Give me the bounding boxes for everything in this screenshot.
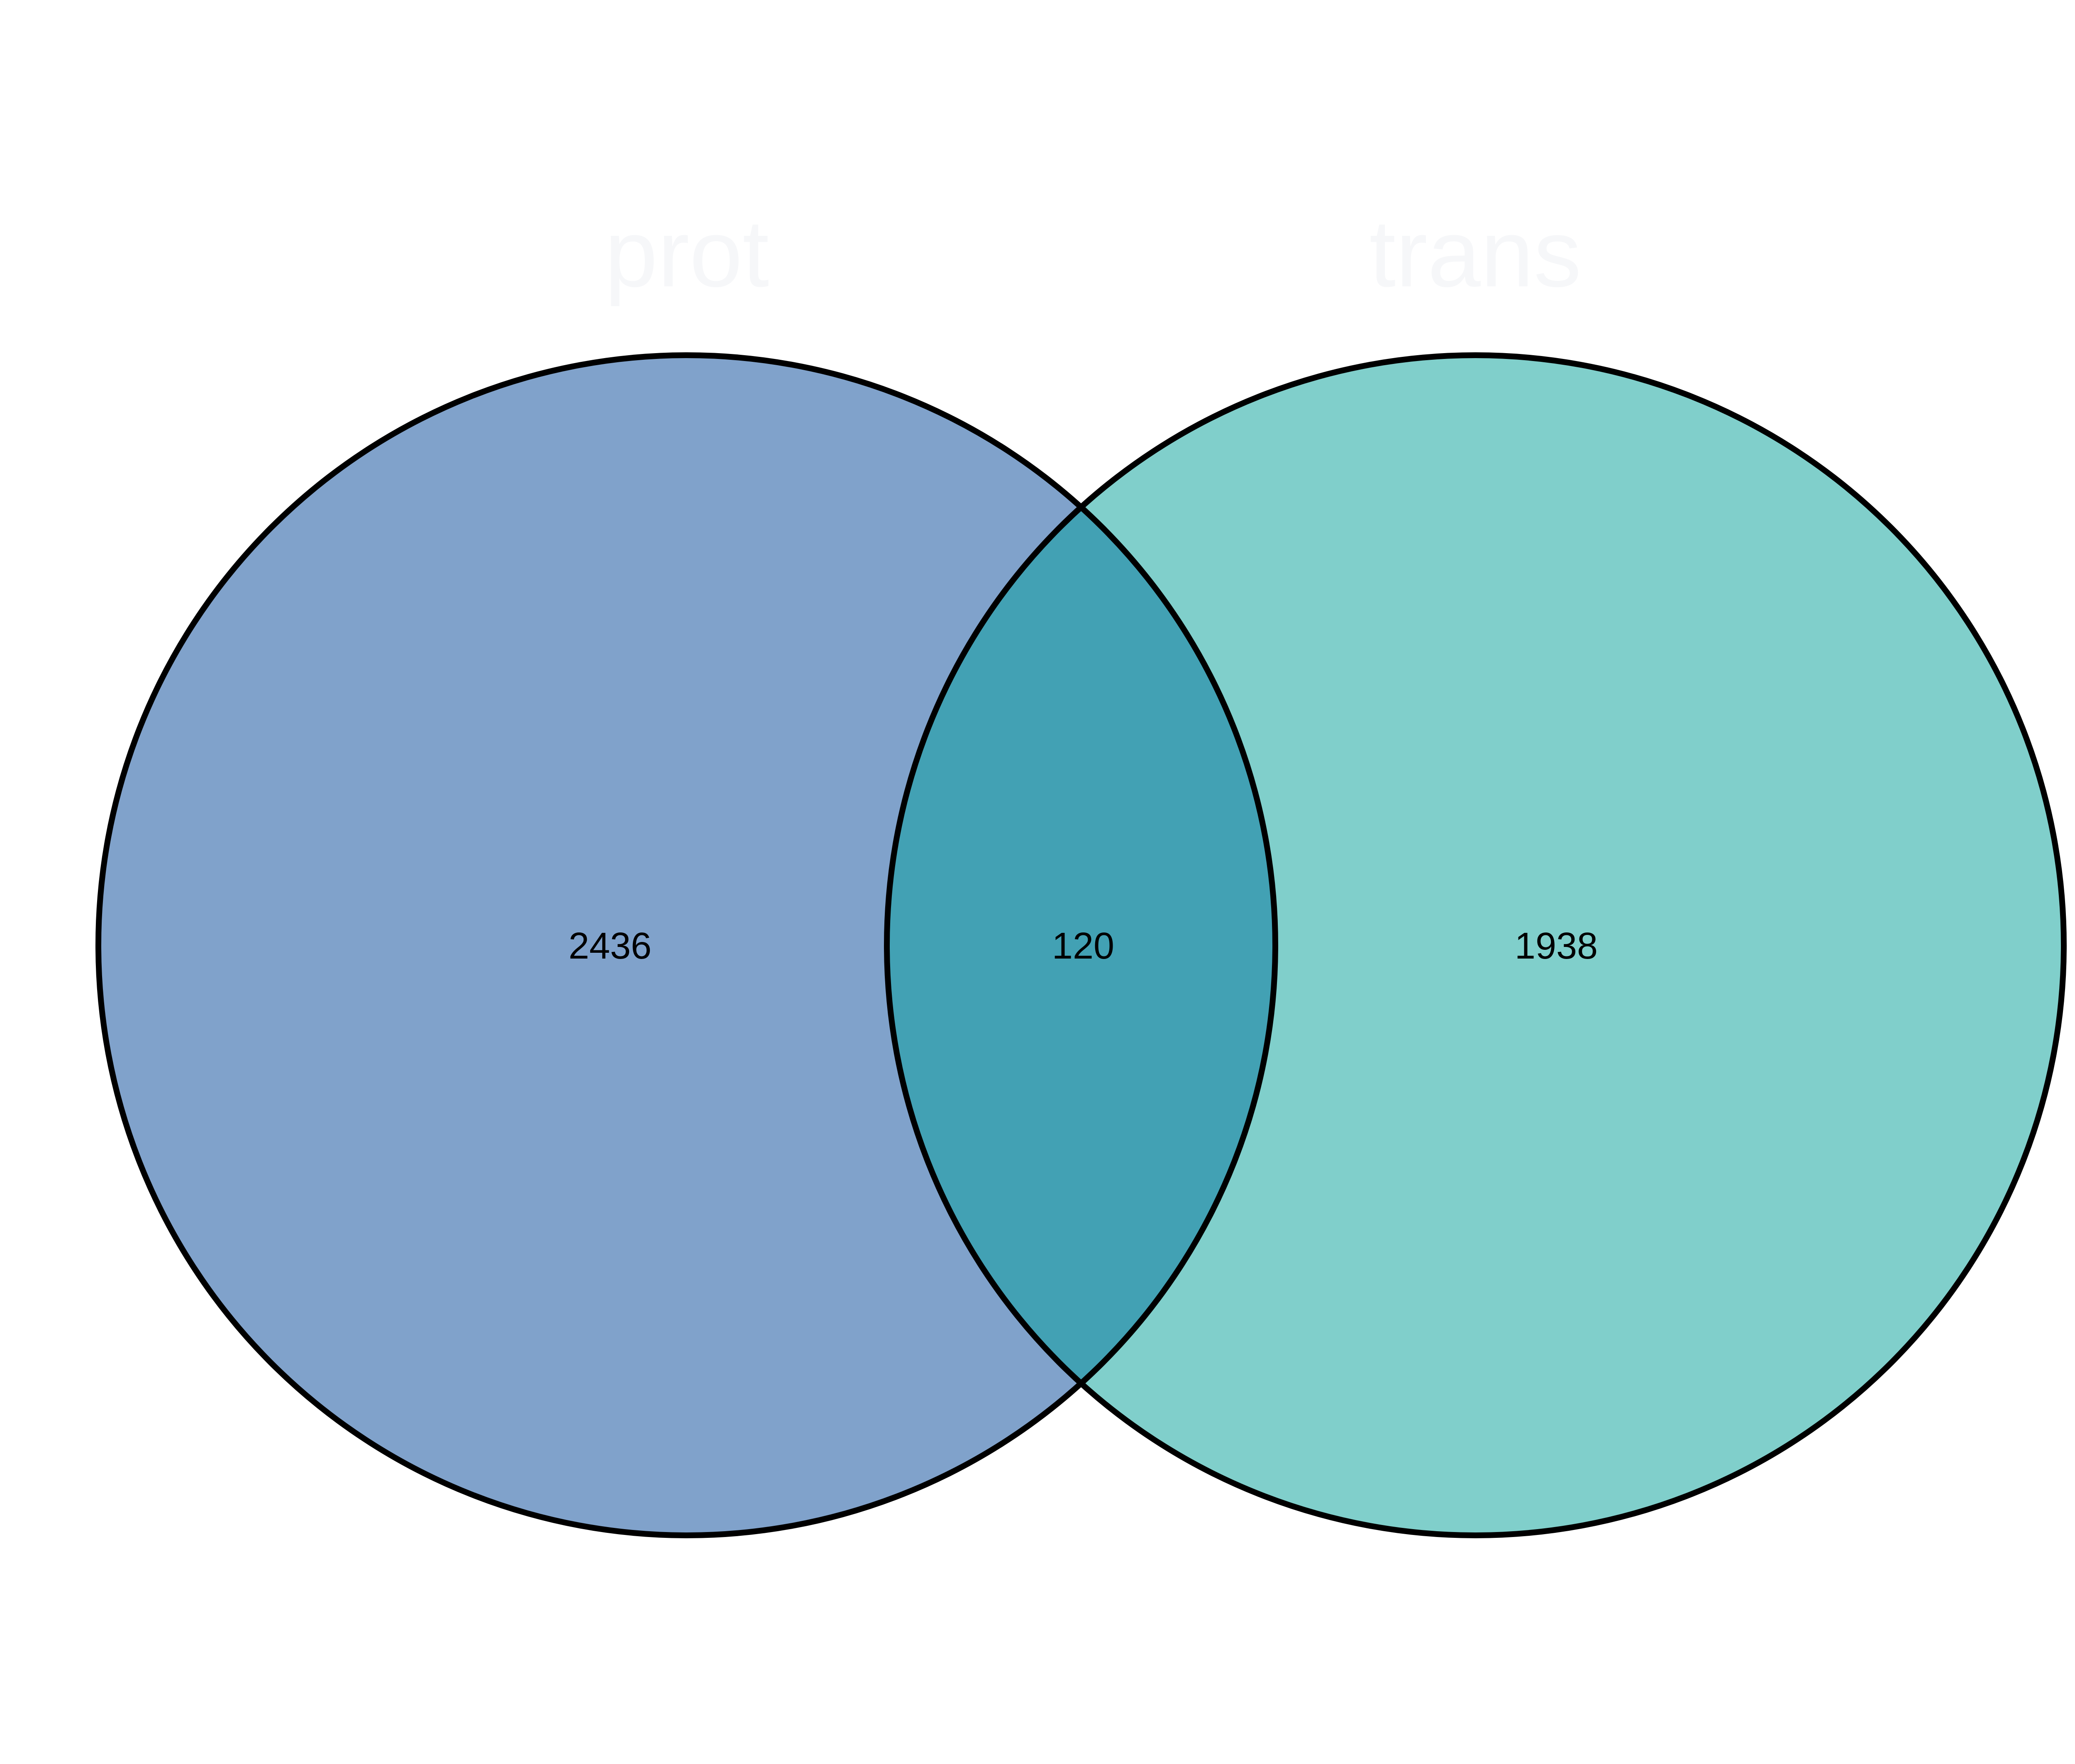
intersection-count: 120 (1052, 925, 1114, 967)
trans-only-count: 1938 (1515, 925, 1598, 967)
set-trans-outline (884, 352, 2067, 1538)
prot-only-count: 2436 (569, 925, 652, 967)
intersection-region (887, 355, 1275, 1535)
set-prot-outline (95, 352, 1278, 1538)
set-trans-label: trans (1369, 200, 1581, 307)
set-prot-label: prot (605, 200, 769, 307)
